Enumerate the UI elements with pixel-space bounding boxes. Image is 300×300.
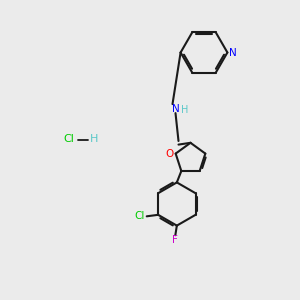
- Text: O: O: [165, 148, 173, 159]
- Text: H: H: [182, 105, 189, 115]
- Text: F: F: [172, 235, 178, 245]
- Text: Cl: Cl: [134, 211, 145, 221]
- Text: N: N: [172, 104, 179, 115]
- Text: Cl: Cl: [64, 134, 74, 145]
- Text: N: N: [229, 47, 237, 58]
- Text: H: H: [89, 134, 98, 145]
